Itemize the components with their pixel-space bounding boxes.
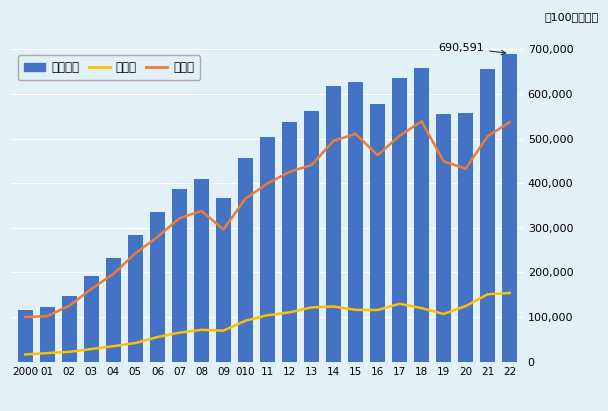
Bar	[194, 179, 209, 362]
Bar	[458, 113, 474, 362]
Bar	[370, 104, 385, 362]
Bar	[18, 310, 33, 362]
Text: 690,591: 690,591	[438, 43, 506, 55]
Bar	[414, 68, 429, 362]
Bar	[480, 69, 496, 362]
Bar	[238, 157, 253, 362]
Bar	[304, 111, 319, 362]
Bar	[106, 259, 121, 362]
Bar	[61, 296, 77, 362]
Bar	[40, 307, 55, 362]
Bar	[216, 199, 231, 362]
Bar	[171, 189, 187, 362]
Legend: 購易総額, 輸出額, 輸入額: 購易総額, 輸出額, 輸入額	[18, 55, 200, 80]
Bar	[282, 122, 297, 362]
Bar	[128, 235, 143, 362]
Bar	[150, 212, 165, 362]
Text: （100万ドル）: （100万ドル）	[545, 12, 599, 22]
Bar	[326, 85, 341, 362]
Bar	[436, 114, 451, 362]
Bar	[348, 82, 363, 362]
Bar	[84, 276, 99, 362]
Bar	[502, 53, 517, 362]
Bar	[392, 78, 407, 362]
Bar	[260, 137, 275, 362]
